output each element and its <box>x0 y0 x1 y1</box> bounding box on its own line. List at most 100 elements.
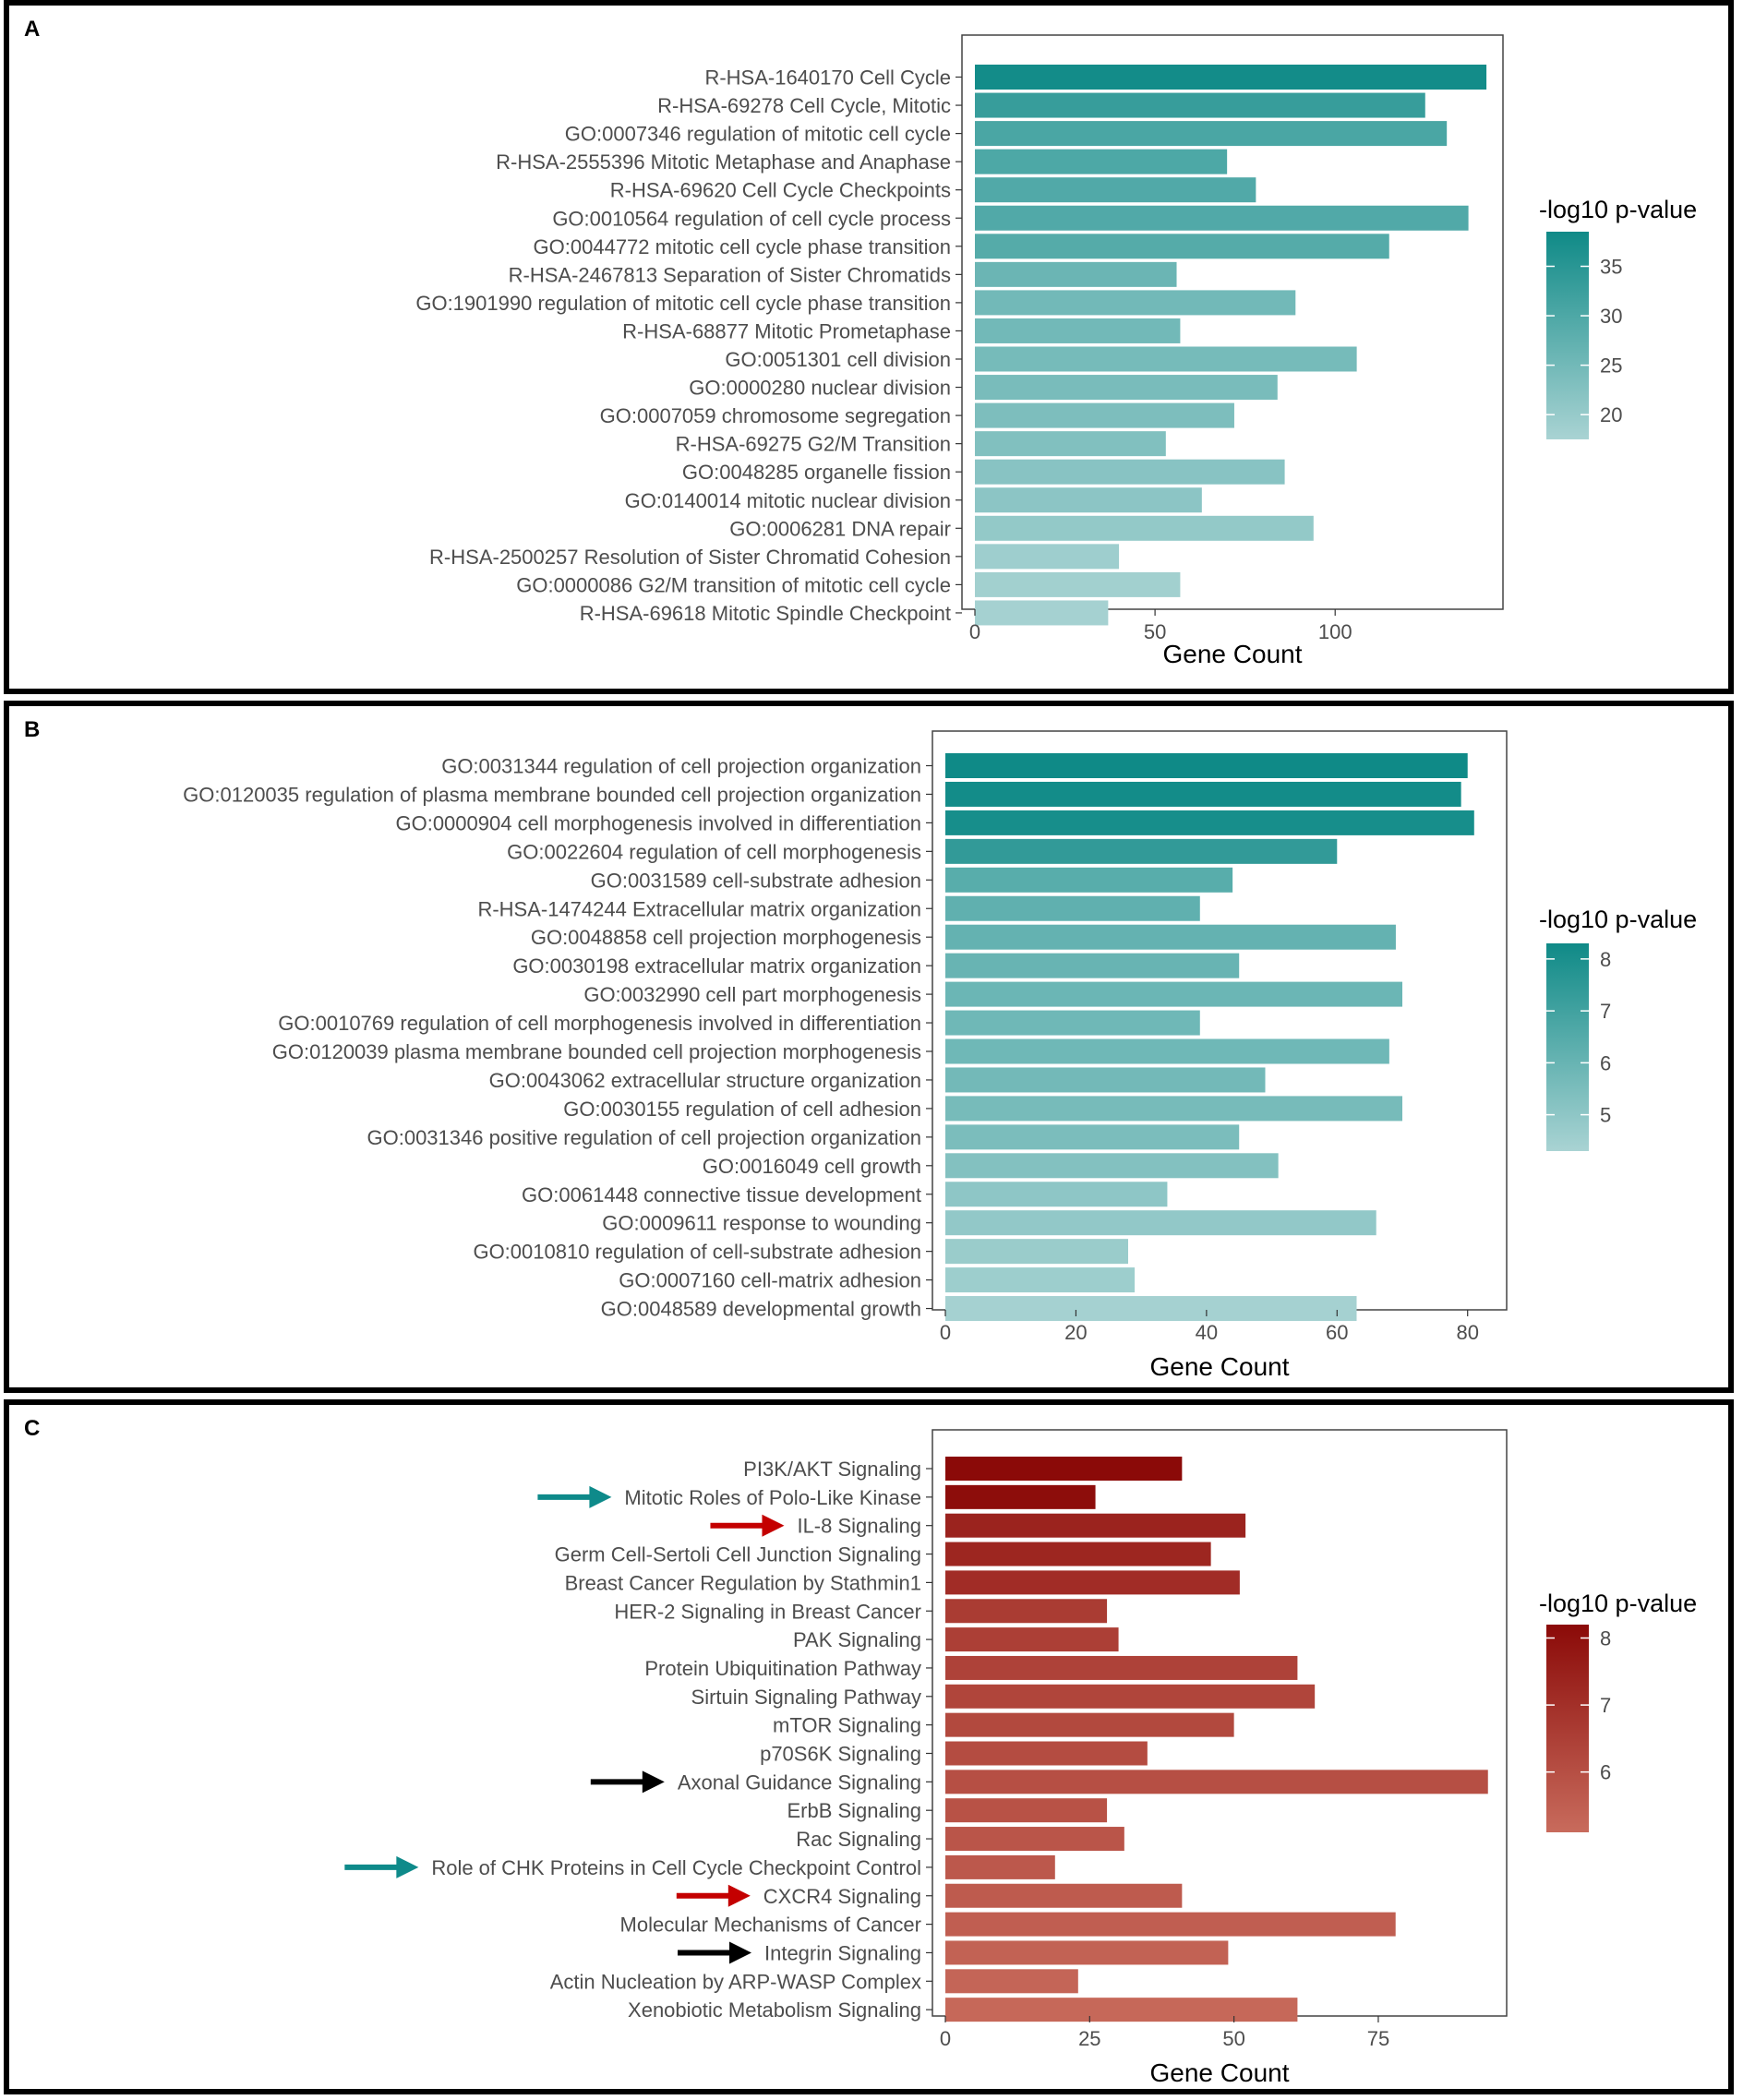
legend-tick-label-b: 8 <box>1600 948 1611 971</box>
panel-label-b: B <box>24 717 41 742</box>
category-label-c: Breast Cancer Regulation by Stathmin1 <box>565 1571 921 1594</box>
category-label-b: GO:0022604 regulation of cell morphogene… <box>507 840 921 863</box>
category-label-c: Sirtuin Signaling Pathway <box>691 1686 921 1709</box>
bar-a-go-0007059-chromosome-segregation <box>975 402 1234 428</box>
bar-a-r-hsa-69278-cell-cycle-mitotic <box>975 92 1425 118</box>
category-label-a: R-HSA-2555396 Mitotic Metaphase and Anap… <box>496 150 951 174</box>
category-label-b: GO:0061448 connective tissue development <box>522 1183 921 1206</box>
annotation-arrow-head <box>728 1941 751 1964</box>
bar-c-rac-signaling <box>945 1827 1124 1852</box>
category-label-b: GO:0031346 positive regulation of cell p… <box>367 1126 922 1149</box>
legend-tick-label-a: 30 <box>1600 305 1622 328</box>
bar-c-mitotic-roles-of-polo-like-kinase <box>945 1484 1096 1509</box>
bar-b-go-0032990-cell-part-morphogenesis <box>945 981 1402 1007</box>
category-label-a: GO:0007059 chromosome segregation <box>600 404 951 427</box>
category-label-c: Rac Signaling <box>796 1828 921 1851</box>
category-label-c: Actin Nucleation by ARP-WASP Complex <box>550 1970 921 1993</box>
bar-b-go-0007160-cell-matrix-adhesion <box>945 1267 1136 1293</box>
annotation-arrow-head <box>589 1485 612 1508</box>
x-axis-label-c: Gene Count <box>1150 2058 1290 2087</box>
legend-tick-label-b: 7 <box>1600 1000 1611 1023</box>
panel-label-a: A <box>24 17 41 42</box>
legend-colorbar-a <box>1546 232 1589 439</box>
category-label-c: mTOR Signaling <box>773 1714 921 1737</box>
x-tick-label-b: 20 <box>1064 1321 1087 1344</box>
bar-a-r-hsa-68877-mitotic-prometaphase <box>975 318 1181 343</box>
x-tick-label-c: 0 <box>940 2027 951 2050</box>
bar-c-p70s6k-signaling <box>945 1741 1148 1766</box>
x-tick-label-b: 0 <box>940 1321 951 1344</box>
chart-c: PI3K/AKT Signaling Mitotic Roles of Polo-… <box>344 1429 1697 2087</box>
chart-a: R-HSA-1640170 Cell Cycle R-HSA-69278 Cell… <box>415 34 1697 668</box>
category-label-a: GO:0044772 mitotic cell cycle phase tran… <box>534 235 951 258</box>
legend-colorbar-b <box>1546 943 1589 1151</box>
legend-tick-label-a: 25 <box>1600 354 1622 378</box>
bar-b-go-0031589-cell-substrate-adhesion <box>945 867 1233 893</box>
x-tick-label-a: 0 <box>969 620 980 643</box>
annotation-arrow-head <box>762 1514 785 1537</box>
category-label-a: GO:0048285 organelle fission <box>682 461 951 484</box>
x-tick-label-b: 80 <box>1456 1321 1478 1344</box>
bar-c-cxcr4-signaling <box>945 1883 1183 1908</box>
bar-c-xenobiotic-metabolism-signaling <box>945 1998 1298 2022</box>
bar-a-go-0000280-nuclear-division <box>975 375 1278 401</box>
bar-a-r-hsa-1640170-cell-cycle <box>975 65 1487 90</box>
bar-b-go-0010769-regulation-of-cell-morphogenesis-involved-in-differentiation <box>945 1010 1200 1036</box>
bar-c-erbb-signaling <box>945 1798 1108 1823</box>
category-label-c: CXCR4 Signaling <box>763 1885 921 1908</box>
category-label-a: GO:0006281 DNA repair <box>729 517 951 540</box>
legend-title-a: -log10 p-value <box>1539 196 1697 223</box>
bar-c-actin-nucleation-by-arp-wasp-complex <box>945 1969 1078 1994</box>
bar-b-go-0009611-response-to-wounding <box>945 1210 1376 1236</box>
category-label-c: Germ Cell-Sertoli Cell Junction Signalin… <box>555 1543 921 1566</box>
bar-a-r-hsa-69618-mitotic-spindle-checkpoint <box>975 600 1109 626</box>
bar-c-protein-ubiquitination-pathway <box>945 1655 1298 1680</box>
category-label-a: GO:0007346 regulation of mitotic cell cy… <box>565 123 951 146</box>
category-label-c: PI3K/AKT Signaling <box>743 1458 921 1481</box>
category-label-b: GO:0007160 cell-matrix adhesion <box>619 1269 921 1292</box>
legend-title-c: -log10 p-value <box>1539 1590 1697 1617</box>
x-axis-label-b: Gene Count <box>1150 1352 1290 1381</box>
category-label-c: Axonal Guidance Signaling <box>678 1770 921 1794</box>
bar-a-r-hsa-2555396-mitotic-metaphase-and-anaphase <box>975 149 1228 174</box>
category-label-c: HER-2 Signaling in Breast Cancer <box>614 1600 921 1623</box>
x-tick-label-c: 75 <box>1367 2027 1389 2050</box>
category-label-a: R-HSA-1640170 Cell Cycle <box>704 66 951 90</box>
legend-tick-label-a: 35 <box>1600 256 1622 279</box>
bar-c-role-of-chk-proteins-in-cell-cycle-checkpoint-control <box>945 1854 1055 1879</box>
category-label-c: ErbB Signaling <box>787 1799 921 1822</box>
category-label-a: R-HSA-69618 Mitotic Spindle Checkpoint <box>580 602 951 625</box>
bar-c-sirtuin-signaling-pathway <box>945 1684 1316 1709</box>
bar-b-go-0048589-developmental-growth <box>945 1296 1357 1322</box>
category-label-a: R-HSA-69278 Cell Cycle, Mitotic <box>657 94 951 117</box>
legend-tick-label-a: 20 <box>1600 403 1622 426</box>
category-label-c: Xenobiotic Metabolism Signaling <box>628 1998 921 2022</box>
bar-b-go-0030155-regulation-of-cell-adhesion <box>945 1096 1402 1122</box>
category-label-b: GO:0048858 cell projection morphogenesis <box>531 926 921 949</box>
category-label-a: R-HSA-69275 G2/M Transition <box>676 433 951 456</box>
bar-a-go-0000086-g2-m-transition-of-mitotic-cell-cycle <box>975 571 1181 597</box>
bar-b-go-0010810-regulation-of-cell-substrate-adhesion <box>945 1239 1128 1265</box>
bar-b-go-0031346-positive-regulation-of-cell-projection-organization <box>945 1124 1240 1150</box>
legend-title-b: -log10 p-value <box>1539 906 1697 933</box>
bar-c-pi3k-akt-signaling <box>945 1457 1183 1481</box>
bar-b-go-0022604-regulation-of-cell-morphogenesis <box>945 838 1338 864</box>
category-label-c: Role of CHK Proteins in Cell Cycle Check… <box>431 1856 921 1879</box>
category-label-b: GO:0031589 cell-substrate adhesion <box>591 869 921 892</box>
category-label-b: GO:0043062 extracellular structure organ… <box>489 1069 921 1092</box>
category-label-a: GO:0000086 G2/M transition of mitotic ce… <box>516 573 951 596</box>
category-label-c: Mitotic Roles of Polo-Like Kinase <box>624 1486 921 1509</box>
x-tick-label-a: 100 <box>1318 620 1352 643</box>
x-tick-label-c: 50 <box>1222 2027 1244 2050</box>
bar-b-go-0048858-cell-projection-morphogenesis <box>945 924 1396 950</box>
category-label-b: GO:0010769 regulation of cell morphogene… <box>278 1012 921 1035</box>
bar-a-go-0006281-dna-repair <box>975 515 1314 541</box>
bar-a-go-0048285-organelle-fission <box>975 459 1285 485</box>
bar-c-axonal-guidance-signaling <box>945 1770 1488 1794</box>
category-label-b: R-HSA-1474244 Extracellular matrix organ… <box>477 897 921 920</box>
bar-c-mtor-signaling <box>945 1712 1234 1737</box>
panel-a: A R-HSA-1640170 Cell Cycle R-HSA-69278 Ce… <box>4 0 1734 694</box>
category-label-a: GO:0000280 nuclear division <box>689 377 951 400</box>
category-label-c: IL-8 Signaling <box>797 1515 921 1538</box>
category-label-b: GO:0016049 cell growth <box>703 1155 921 1178</box>
